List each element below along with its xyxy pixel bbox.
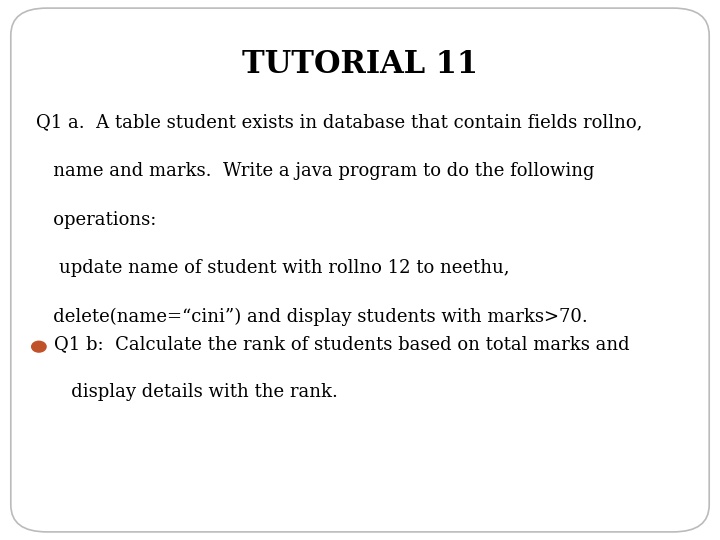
- Circle shape: [32, 341, 46, 352]
- Text: Q1 a.  A table student exists in database that contain fields rollno,: Q1 a. A table student exists in database…: [36, 113, 642, 131]
- Text: operations:: operations:: [36, 211, 156, 228]
- Text: name and marks.  Write a java program to do the following: name and marks. Write a java program to …: [36, 162, 595, 180]
- Text: TUTORIAL 11: TUTORIAL 11: [242, 49, 478, 79]
- Text: Q1 b:  Calculate the rank of students based on total marks and: Q1 b: Calculate the rank of students bas…: [54, 335, 629, 353]
- Text: delete(name=“cini”) and display students with marks>70.: delete(name=“cini”) and display students…: [36, 308, 588, 326]
- Text: update name of student with rollno 12 to neethu,: update name of student with rollno 12 to…: [36, 259, 510, 277]
- FancyBboxPatch shape: [11, 8, 709, 532]
- Text: display details with the rank.: display details with the rank.: [54, 383, 338, 401]
